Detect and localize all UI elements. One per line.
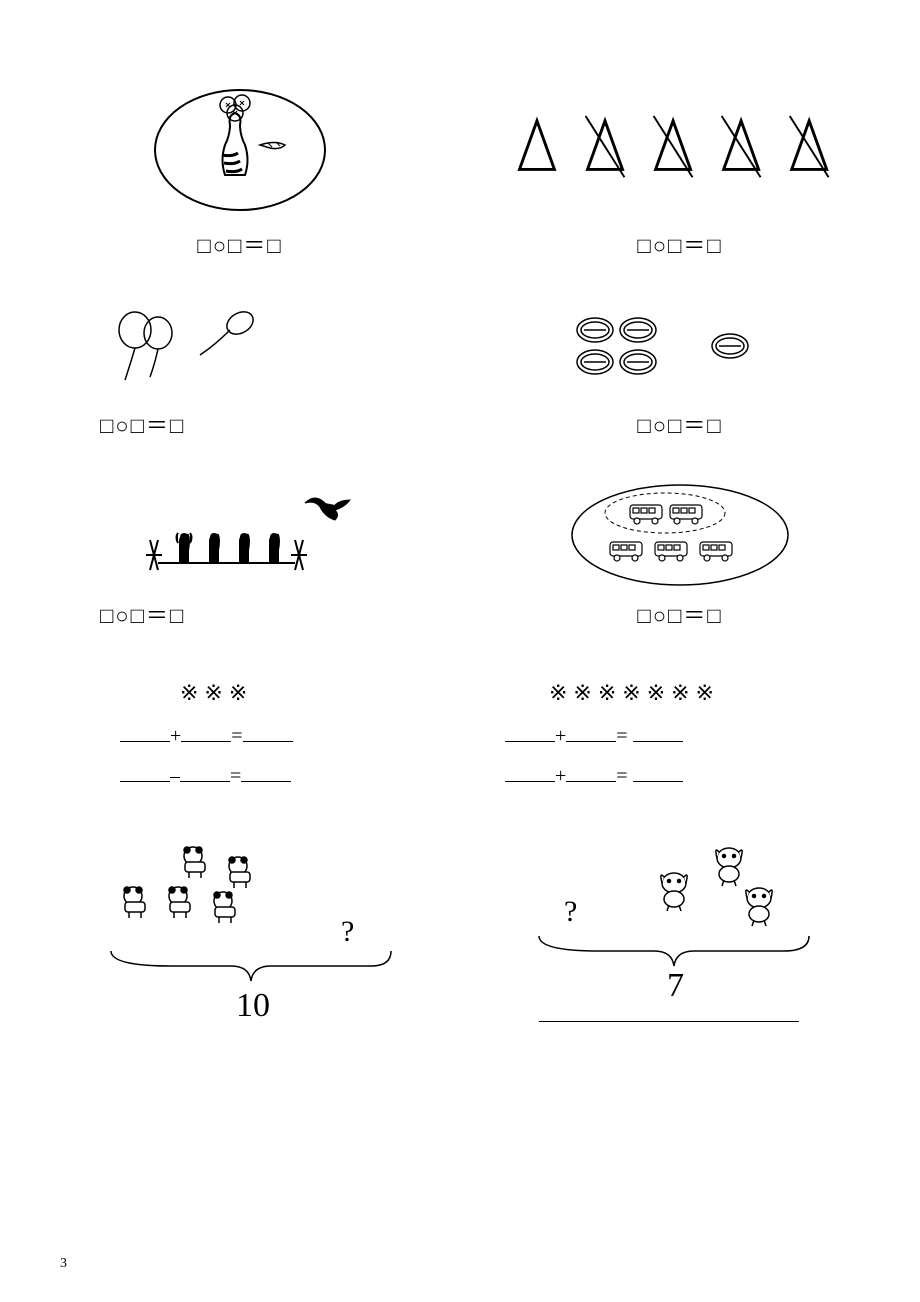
blank-eq-l2: –= [120,756,435,796]
blank-equations-row: += –= += += [60,716,860,796]
birds-wire-image [100,480,420,590]
problem-row-1: □○□＝□ □○□＝□ [60,80,860,290]
brace-total-right: 7 [667,967,684,1004]
hamburgers-image [500,300,860,400]
problem-row-2: □○□＝□ [60,300,860,470]
brace-problem-left: ? 10 [80,836,422,1031]
equation-3: □○□＝□ [100,408,185,440]
stars-left: ※※※ [180,680,253,706]
stars-row: ※※※ ※※※※※※※ [60,680,860,706]
question-mark-right: ? [564,895,577,928]
equation-4: □○□＝□ [637,408,722,440]
equation-2: □○□＝□ [637,228,722,260]
answer-line-right [539,1021,799,1022]
problem-1: □○□＝□ [60,80,420,290]
problem-5: □○□＝□ [60,480,420,660]
blank-eq-right: += += [505,716,820,796]
brace-problem-right: ? 7 [498,836,840,1031]
equation-5: □○□＝□ [100,598,185,630]
problem-3: □○□＝□ [60,300,420,470]
blank-eq-left: += –= [120,716,435,796]
page-number: 3 [60,1256,67,1272]
problem-2: □○□＝□ [500,80,860,290]
blank-eq-l1: += [120,716,435,756]
brace-total-left: 10 [236,987,270,1024]
buses-oval-image [500,480,860,590]
vase-image [60,80,420,220]
triangles-image [500,80,860,220]
question-mark-left: ? [341,915,354,948]
dogs-brace-svg: ? 10 [80,836,422,1026]
puppies-brace-svg: ? 7 [498,836,840,1006]
equation-1: □○□＝□ [197,228,282,260]
blank-eq-r2: += [505,756,820,796]
brace-row: ? 10 [60,836,860,1031]
stars-right: ※※※※※※※ [549,680,720,706]
problem-row-3: □○□＝□ [60,480,860,660]
blank-eq-r1: += [505,716,820,756]
problem-6: □○□＝□ [500,480,860,660]
balloons-image [100,300,420,400]
equation-6: □○□＝□ [637,598,722,630]
problem-4: □○□＝□ [500,300,860,470]
